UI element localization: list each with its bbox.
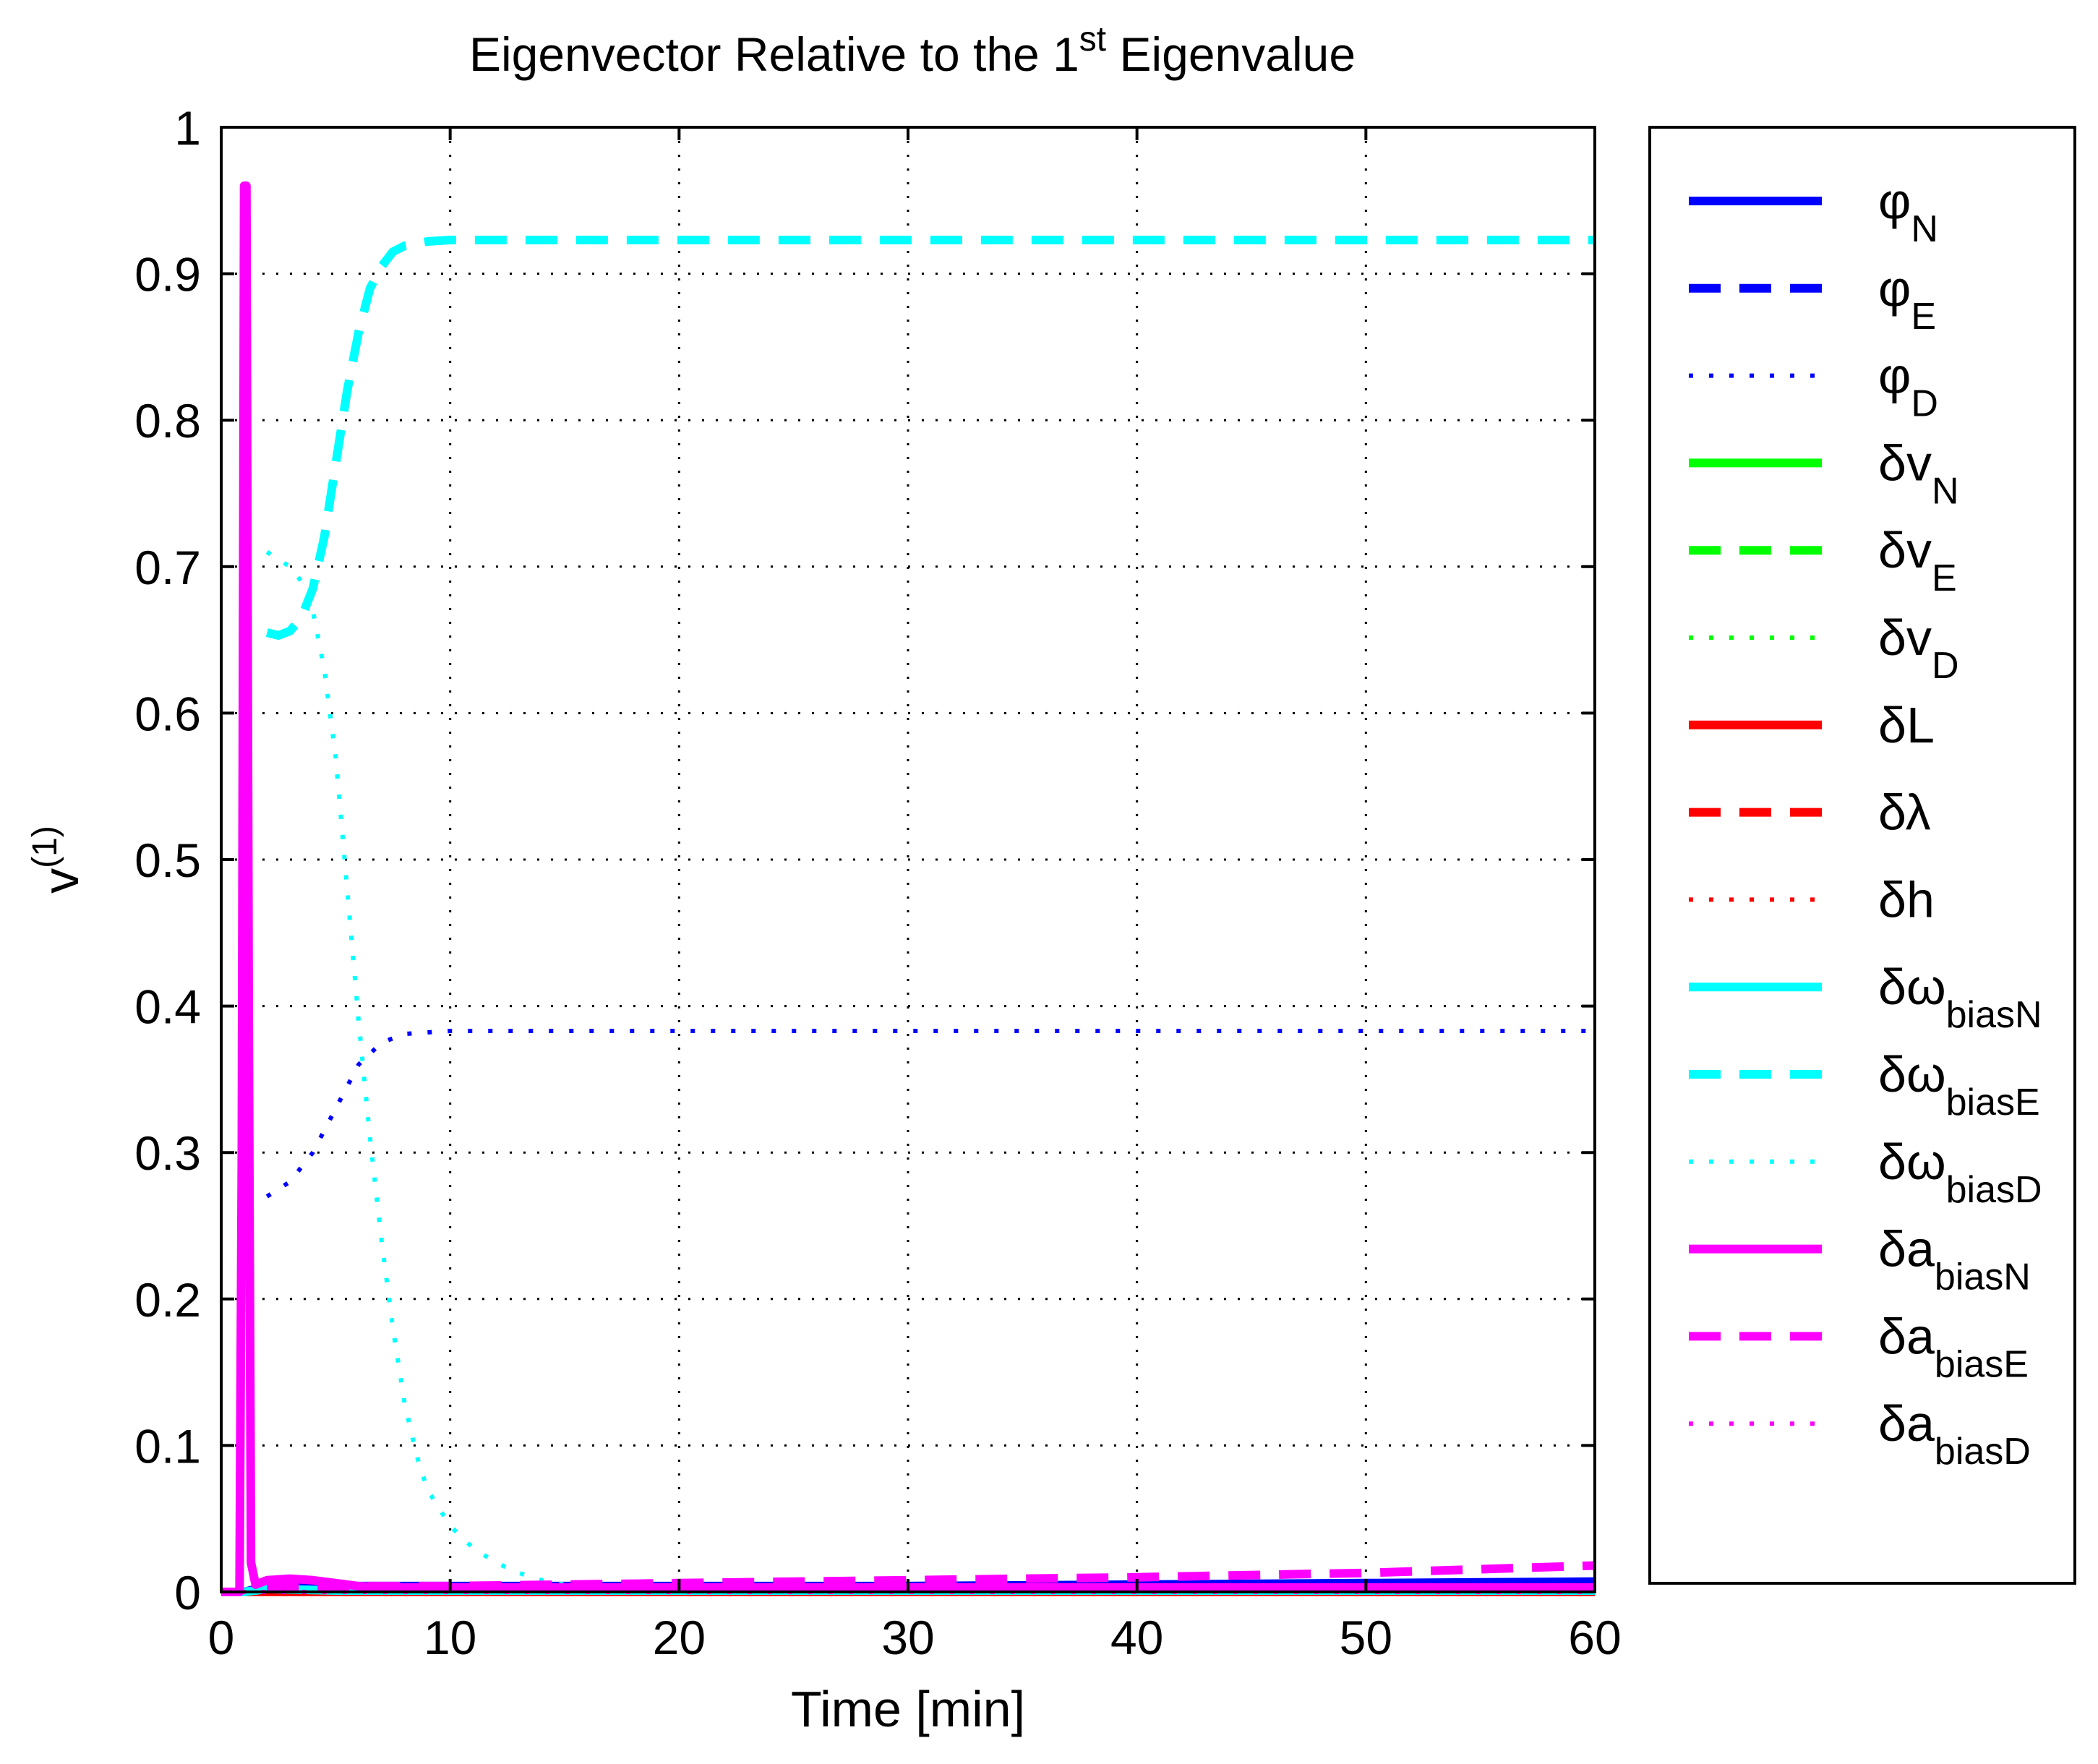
x-tick-label: 60 <box>1568 1611 1621 1664</box>
legend-label-name: δa <box>1878 1395 1935 1452</box>
legend-label-name: φ <box>1878 260 1911 317</box>
legend-label-subscript: biasE <box>1935 1343 2029 1385</box>
y-tick-label: 0.9 <box>134 248 201 301</box>
legend-label-name: φ <box>1878 348 1911 404</box>
legend-label-6: δL <box>1878 697 1935 753</box>
chart-title-main: Eigenvector Relative to the 1 <box>469 27 1079 81</box>
legend-label-name: δλ <box>1878 784 1931 841</box>
series-line-11 <box>265 549 565 1587</box>
x-tick-label: 20 <box>653 1611 706 1664</box>
chart-title: Eigenvector Relative to the 1st Eigenval… <box>469 20 1356 81</box>
y-axis-label: v(1) <box>26 826 89 894</box>
legend-label-10: δωbiasE <box>1878 1046 2040 1123</box>
legend-label-name: δv <box>1878 609 1932 666</box>
legend-label-subscript: D <box>1932 645 1959 687</box>
legend-label-subscript: E <box>1911 296 1936 338</box>
y-tick-label: 0 <box>174 1566 201 1619</box>
x-tick-label: 30 <box>881 1611 934 1664</box>
y-axis-label-main: v <box>33 868 89 894</box>
y-tick-label: 0.7 <box>134 541 201 594</box>
legend-label-name: δω <box>1878 1134 1946 1190</box>
legend-label-4: δvE <box>1878 522 1957 599</box>
legend-label-0: φN <box>1878 173 1938 250</box>
legend-label-subscript: E <box>1932 557 1957 599</box>
chart-title-end: Eigenvalue <box>1106 27 1356 81</box>
x-tick-label: 10 <box>424 1611 476 1664</box>
legend-label-subscript: N <box>1911 208 1938 250</box>
legend-label-name: φ <box>1878 173 1911 229</box>
legend-label-subscript: biasD <box>1935 1431 2031 1473</box>
series-line-2 <box>265 1029 1595 1199</box>
y-tick-label: 0.8 <box>134 394 201 448</box>
series-line-12 <box>221 181 1595 1596</box>
legend-label-name: δω <box>1878 1046 1946 1102</box>
series-line-10 <box>265 236 1595 640</box>
legend-label-name: δv <box>1878 434 1932 491</box>
legend: φNφEφDδvNδvEδvDδLδλδhδωbiasNδωbiasEδωbia… <box>1648 126 2076 1585</box>
legend-label-1: φE <box>1878 260 1936 338</box>
legend-label-11: δωbiasD <box>1878 1134 2042 1211</box>
legend-label-12: δabiasN <box>1878 1221 2031 1298</box>
chart-title-superscript: st <box>1079 20 1106 59</box>
y-tick-label: 0.3 <box>134 1126 201 1180</box>
legend-label-name: δa <box>1878 1308 1935 1364</box>
legend-label-subscript: N <box>1932 470 1959 512</box>
x-tick-label: 50 <box>1340 1611 1392 1664</box>
y-tick-label: 0.1 <box>134 1419 201 1473</box>
x-tick-label: 40 <box>1110 1611 1163 1664</box>
legend-label-14: δabiasD <box>1878 1395 2031 1473</box>
y-tick-label: 1 <box>174 101 201 155</box>
x-axis-label: Time [min] <box>791 1681 1025 1737</box>
legend-label-2: φD <box>1878 348 1938 425</box>
x-tick-label: 0 <box>208 1611 235 1664</box>
legend-label-9: δωbiasN <box>1878 959 2042 1036</box>
y-tick-label: 0.5 <box>134 834 201 887</box>
legend-label-5: δvD <box>1878 609 1959 687</box>
legend-label-name: δv <box>1878 522 1932 578</box>
legend-label-7: δλ <box>1878 784 1931 841</box>
legend-label-name: δh <box>1878 871 1935 928</box>
legend-label-subscript: biasD <box>1946 1169 2042 1211</box>
series-layer <box>221 181 1596 1596</box>
legend-label-13: δabiasE <box>1878 1308 2029 1385</box>
legend-label-name: δL <box>1878 697 1935 753</box>
legend-label-8: δh <box>1878 871 1935 928</box>
legend-label-subscript: biasE <box>1946 1082 2040 1123</box>
legend-label-subscript: biasN <box>1935 1256 2031 1298</box>
legend-label-3: δvN <box>1878 434 1959 512</box>
y-tick-label: 0.4 <box>134 980 201 1034</box>
legend-label-subscript: biasN <box>1946 994 2042 1036</box>
axis-ticks: 0 10 20 30 40 50 60 0 0.1 0.2 0.3 0.4 0.5 0.6 0.7 0.8 0.… <box>134 101 1621 1664</box>
y-tick-label: 0.2 <box>134 1273 201 1327</box>
y-tick-label: 0.6 <box>134 687 201 740</box>
legend-label-name: δω <box>1878 959 1946 1015</box>
grid-lines <box>221 127 1595 1592</box>
legend-label-subscript: D <box>1911 383 1938 425</box>
legend-label-name: δa <box>1878 1221 1935 1277</box>
y-axis-label-superscript: (1) <box>26 826 64 868</box>
